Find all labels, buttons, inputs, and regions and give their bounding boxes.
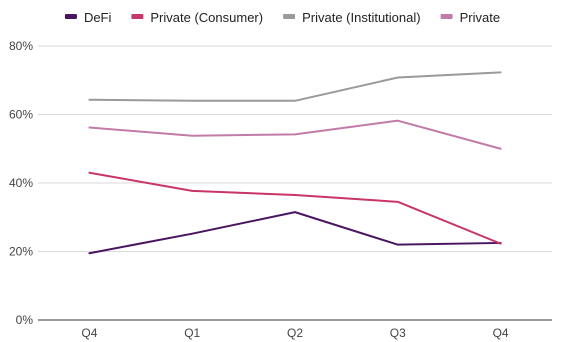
x-tick-label: Q4 xyxy=(493,326,509,340)
x-tick-label: Q3 xyxy=(390,326,406,340)
legend-swatch xyxy=(440,14,453,19)
y-tick-label: 40% xyxy=(9,176,33,190)
series-line xyxy=(88,211,502,255)
legend-item: DeFi xyxy=(64,10,112,25)
legend-item: Private (Institutional) xyxy=(283,10,421,25)
x-tick-label: Q4 xyxy=(81,326,97,340)
legend-label: Private (Consumer) xyxy=(150,10,263,25)
series-lines xyxy=(88,71,502,255)
legend-swatch xyxy=(64,14,77,19)
series-line xyxy=(88,119,502,150)
grid-lines xyxy=(38,45,552,321)
series-line xyxy=(88,71,502,102)
x-axis: Q4 Q1 Q2 Q3 Q4 xyxy=(81,326,509,340)
y-axis: 0% 20% 40% 60% 80% xyxy=(9,39,33,327)
y-tick-label: 80% xyxy=(9,39,33,53)
legend-item: Private xyxy=(440,10,500,25)
x-tick-label: Q1 xyxy=(184,326,200,340)
y-tick-label: 20% xyxy=(9,245,33,259)
legend-label: DeFi xyxy=(84,10,112,25)
x-tick-label: Q2 xyxy=(287,326,303,340)
legend-swatch xyxy=(131,14,144,19)
y-tick-label: 60% xyxy=(9,108,33,122)
legend-swatch xyxy=(283,14,296,19)
legend-item: Private (Consumer) xyxy=(131,10,263,25)
legend: DeFi Private (Consumer) Private (Instituti… xyxy=(64,10,500,25)
legend-label: Private (Institutional) xyxy=(302,10,421,25)
legend-label: Private xyxy=(460,10,500,25)
y-tick-label: 0% xyxy=(16,313,34,327)
series-line xyxy=(88,171,502,245)
